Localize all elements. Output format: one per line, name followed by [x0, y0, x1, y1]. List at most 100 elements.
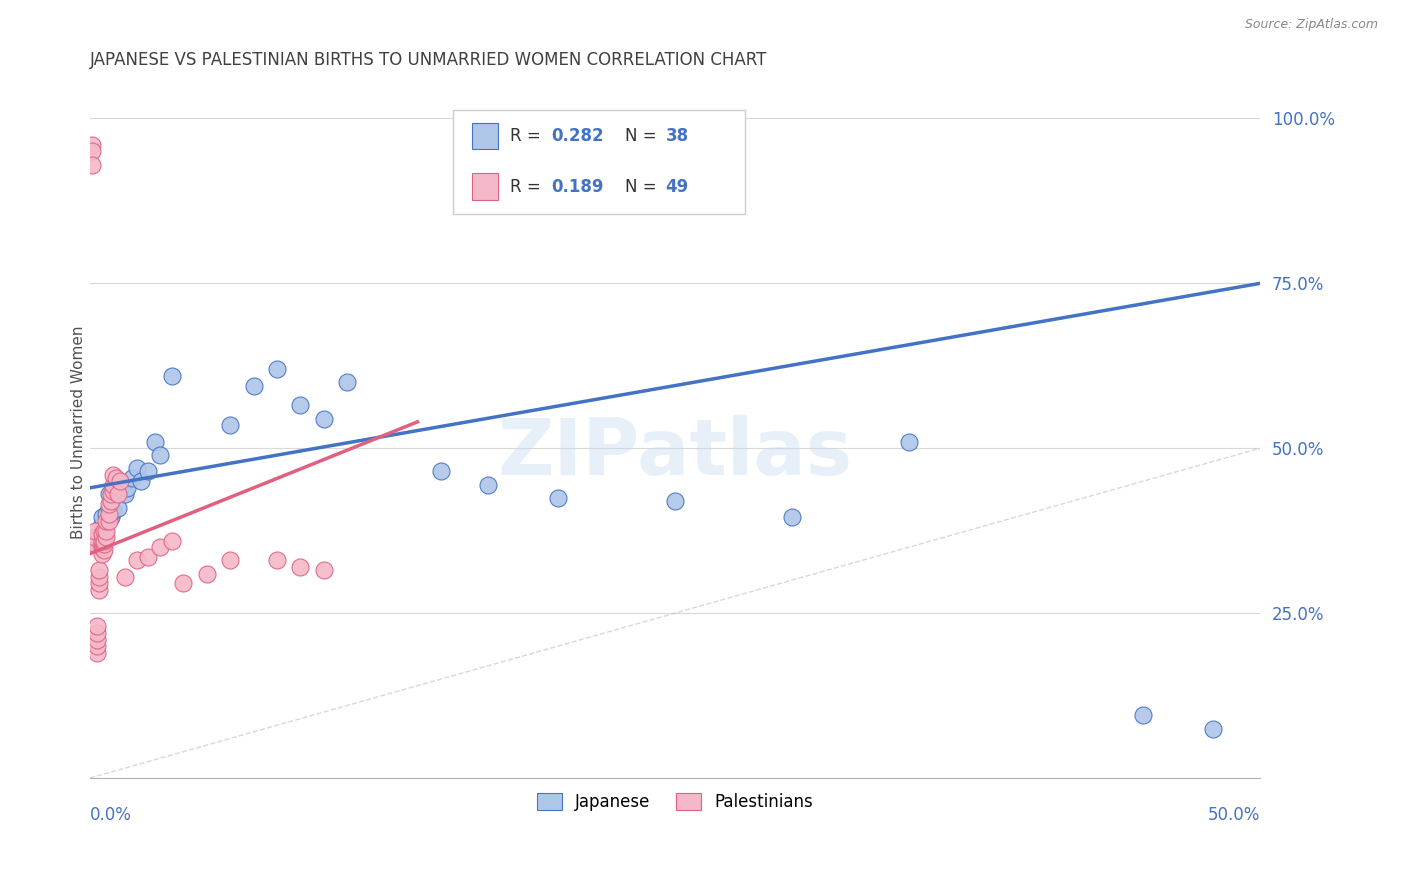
Point — [89, 582, 111, 597]
Text: JAPANESE VS PALESTINIAN BIRTHS TO UNMARRIED WOMEN CORRELATION CHART: JAPANESE VS PALESTINIAN BIRTHS TO UNMARR… — [90, 51, 768, 69]
Point — [110, 481, 132, 495]
Text: Source: ZipAtlas.com: Source: ZipAtlas.com — [1244, 18, 1378, 31]
Point — [97, 497, 120, 511]
Point — [86, 632, 108, 647]
Legend: Japanese, Palestinians: Japanese, Palestinians — [530, 787, 820, 818]
Text: 0.189: 0.189 — [551, 178, 603, 195]
Point — [103, 504, 125, 518]
Point — [83, 537, 105, 551]
Text: 0.282: 0.282 — [551, 127, 603, 145]
Point — [96, 530, 118, 544]
Point — [104, 471, 127, 485]
Point — [90, 540, 112, 554]
Point — [430, 464, 453, 478]
Point — [110, 474, 132, 488]
Point — [312, 563, 335, 577]
Point — [125, 461, 148, 475]
Point — [131, 474, 153, 488]
Point — [82, 137, 104, 152]
Point — [160, 368, 183, 383]
Point — [664, 494, 686, 508]
Text: R =: R = — [510, 127, 546, 145]
Point — [97, 487, 120, 501]
Text: ZIPatlas: ZIPatlas — [498, 415, 852, 491]
Point — [93, 524, 115, 538]
Point — [266, 553, 288, 567]
Point — [90, 547, 112, 561]
Point — [121, 471, 143, 485]
Point — [93, 524, 115, 538]
Point — [172, 576, 194, 591]
Point — [336, 376, 359, 390]
Point — [242, 378, 264, 392]
Point — [897, 434, 920, 449]
Point — [219, 418, 242, 433]
Point — [83, 530, 105, 544]
Point — [117, 481, 139, 495]
Point — [103, 484, 125, 499]
Point — [86, 646, 108, 660]
Point — [114, 487, 136, 501]
FancyBboxPatch shape — [453, 110, 745, 213]
Point — [86, 537, 108, 551]
Point — [138, 550, 160, 565]
Point — [97, 500, 120, 515]
FancyBboxPatch shape — [472, 173, 498, 200]
Point — [107, 487, 129, 501]
Point — [290, 398, 312, 412]
Text: 0.0%: 0.0% — [90, 805, 132, 823]
Point — [195, 566, 218, 581]
Point — [1202, 722, 1225, 736]
Point — [82, 158, 104, 172]
Point — [86, 619, 108, 633]
Text: 49: 49 — [665, 178, 689, 195]
Point — [103, 477, 125, 491]
Point — [82, 145, 104, 159]
FancyBboxPatch shape — [472, 123, 498, 149]
Point — [114, 570, 136, 584]
Point — [89, 570, 111, 584]
Point — [312, 411, 335, 425]
Point — [97, 507, 120, 521]
Point — [100, 487, 122, 501]
Point — [96, 524, 118, 538]
Point — [290, 560, 312, 574]
Point — [90, 527, 112, 541]
Point — [107, 500, 129, 515]
Point — [93, 530, 115, 544]
Point — [93, 543, 115, 558]
Point — [547, 491, 569, 505]
Point — [90, 527, 112, 541]
Point — [89, 563, 111, 577]
Point — [780, 510, 803, 524]
Text: R =: R = — [510, 178, 546, 195]
Point — [266, 362, 288, 376]
Point — [219, 553, 242, 567]
Point — [149, 540, 172, 554]
Point — [97, 514, 120, 528]
Point — [100, 510, 122, 524]
Point — [86, 626, 108, 640]
Text: 50.0%: 50.0% — [1208, 805, 1260, 823]
Point — [149, 448, 172, 462]
Point — [125, 553, 148, 567]
Point — [96, 514, 118, 528]
Point — [100, 494, 122, 508]
Point — [1132, 708, 1154, 723]
Point — [89, 576, 111, 591]
Point — [477, 477, 499, 491]
Text: 38: 38 — [665, 127, 689, 145]
Point — [86, 639, 108, 653]
Point — [90, 510, 112, 524]
Point — [90, 533, 112, 548]
Point — [138, 464, 160, 478]
Point — [90, 537, 112, 551]
Point — [93, 537, 115, 551]
Y-axis label: Births to Unmarried Women: Births to Unmarried Women — [72, 325, 86, 539]
Text: N =: N = — [624, 127, 661, 145]
Point — [83, 524, 105, 538]
Point — [103, 487, 125, 501]
Point — [93, 533, 115, 548]
Point — [89, 533, 111, 548]
Text: N =: N = — [624, 178, 661, 195]
